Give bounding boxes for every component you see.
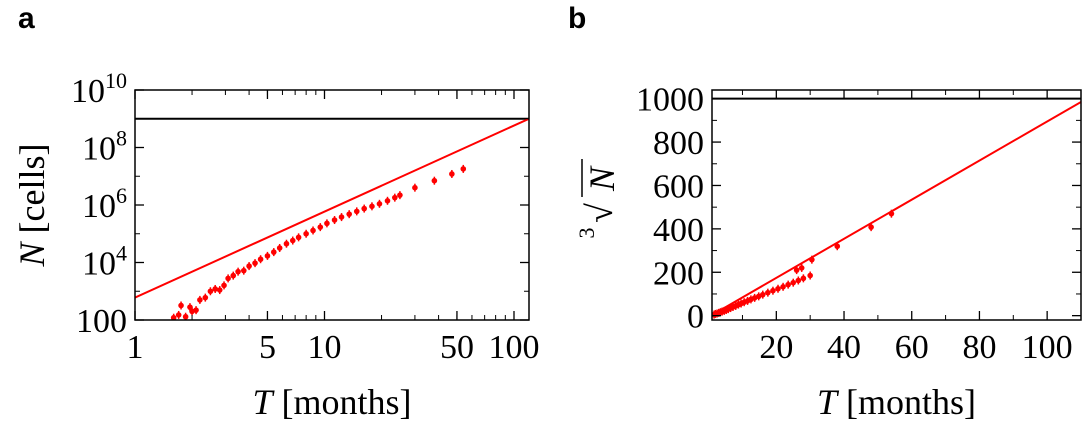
data-point (412, 184, 418, 191)
data-point (770, 287, 776, 294)
panel-label-a: a (18, 2, 35, 35)
data-point (790, 279, 797, 286)
y-axis-label: N [cells] (12, 144, 52, 268)
data-point (795, 277, 802, 284)
data-point (449, 171, 455, 177)
data-point (246, 263, 252, 269)
x-axis-label: T [months] (817, 382, 976, 422)
data-point (216, 287, 223, 293)
y-tick-label: 100 (76, 303, 127, 340)
fit-line (712, 101, 1081, 316)
y-tick-label: 1010 (71, 68, 127, 110)
data-point (178, 302, 184, 309)
y-axis-radical-index: 3 (574, 228, 599, 239)
data-point (397, 192, 403, 198)
data-point (212, 286, 219, 292)
data-point (346, 211, 352, 217)
data-point (295, 234, 302, 241)
plot-frame (134, 89, 530, 321)
data-point (800, 275, 807, 282)
data-point (283, 240, 290, 247)
y-tick-label: 1000 (636, 82, 704, 119)
data-point (207, 288, 214, 295)
data-point (775, 285, 781, 292)
x-tick-label: 50 (440, 329, 474, 366)
data-point (257, 256, 264, 263)
panel-label-b: b (568, 2, 587, 35)
data-point (793, 267, 800, 273)
x-tick-label: 10 (307, 329, 341, 366)
data-point (235, 268, 241, 275)
data-point (338, 214, 345, 220)
data-point (225, 275, 231, 282)
data-point (361, 205, 368, 212)
data-point (392, 194, 398, 201)
data-point (431, 177, 438, 184)
plot-frame (711, 89, 1082, 321)
data-point (809, 256, 815, 263)
y-tick-label: 200 (653, 255, 704, 292)
data-point (170, 314, 177, 320)
data-point (175, 312, 182, 318)
data-point (780, 284, 786, 290)
data-point (197, 297, 203, 303)
y-tick-label: 400 (653, 212, 704, 249)
data-point (264, 253, 271, 259)
data-point (324, 220, 330, 227)
y-axis-label: √ 3 N (574, 159, 622, 239)
x-tick-label: 100 (1022, 329, 1073, 366)
data-point (384, 197, 391, 204)
data-point (785, 281, 791, 288)
x-tick-label: 100 (488, 329, 539, 366)
x-tick-label: 60 (895, 329, 929, 366)
x-tick-label: 1 (127, 329, 144, 366)
data-point (202, 294, 209, 301)
data-point (289, 237, 296, 244)
fit-line (135, 117, 529, 299)
x-tick-label: 20 (759, 329, 793, 366)
x-tick-label: 80 (962, 329, 996, 366)
data-point (252, 260, 258, 266)
y-tick-label: 600 (653, 168, 704, 205)
y-tick-label: 108 (82, 126, 127, 168)
data-point (317, 224, 324, 230)
y-tick-label: 104 (82, 241, 127, 283)
x-axis-label: T [months] (252, 382, 411, 422)
y-axis-radicand: N (582, 165, 622, 192)
data-point (182, 313, 189, 320)
data-point (798, 265, 805, 271)
plot-area (135, 117, 529, 320)
y-axis-radical-sign: √ (580, 203, 620, 223)
data-point (270, 249, 277, 255)
plot-area (712, 97, 1081, 319)
data-point (460, 166, 467, 172)
chart-a: 1 5 10 50 100 100 104 106 108 1010 T [months] N [ce… (12, 68, 539, 422)
data-point (230, 272, 237, 279)
data-point (765, 289, 771, 296)
y-tick-label: 106 (82, 183, 127, 225)
data-point (807, 272, 813, 279)
data-point (834, 243, 841, 250)
y-tick-label: 800 (653, 125, 704, 162)
data-point (868, 224, 874, 230)
data-point (369, 203, 375, 210)
data-point (193, 307, 199, 313)
data-point (759, 291, 766, 298)
data-point (240, 267, 247, 274)
data-point (221, 282, 227, 289)
data-point (276, 245, 283, 251)
data-point (376, 201, 383, 207)
data-point (303, 230, 309, 237)
x-tick-label: 40 (827, 329, 861, 366)
data-point (331, 217, 338, 223)
data-point (310, 227, 316, 234)
x-tick-label: 5 (259, 329, 276, 366)
y-tick-label: 0 (687, 299, 704, 336)
data-point (353, 208, 360, 215)
data-point (888, 210, 895, 217)
